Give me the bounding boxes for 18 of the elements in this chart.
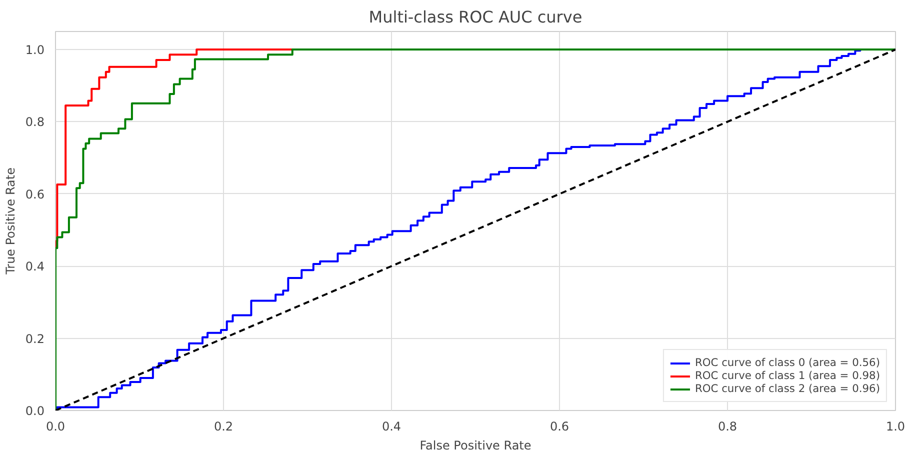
y-tick-label: 1.0 [25, 43, 45, 58]
x-tick-label: 0.0 [46, 420, 66, 434]
x-tick-label: 0.8 [718, 420, 738, 434]
chart-title: Multi-class ROC AUC curve [368, 8, 582, 26]
y-axis-title: True Positive Rate [3, 168, 18, 276]
y-tick-label: 0.8 [25, 115, 45, 130]
y-tick-label: 0.6 [25, 187, 45, 202]
y-tick-label: 0.0 [25, 404, 45, 418]
legend-label: ROC curve of class 1 (area = 0.98) [694, 369, 880, 382]
x-tick-label: 1.0 [886, 420, 906, 434]
x-tick-label: 0.6 [550, 420, 570, 434]
legend-label: ROC curve of class 0 (area = 0.56) [694, 356, 880, 369]
legend-label: ROC curve of class 2 (area = 0.96) [694, 382, 880, 395]
x-tick-label: 0.2 [214, 420, 234, 434]
x-axis-title: False Positive Rate [420, 438, 532, 452]
x-tick-label: 0.4 [382, 420, 402, 434]
y-tick-label: 0.2 [25, 332, 45, 346]
y-tick-label: 0.4 [25, 260, 45, 274]
